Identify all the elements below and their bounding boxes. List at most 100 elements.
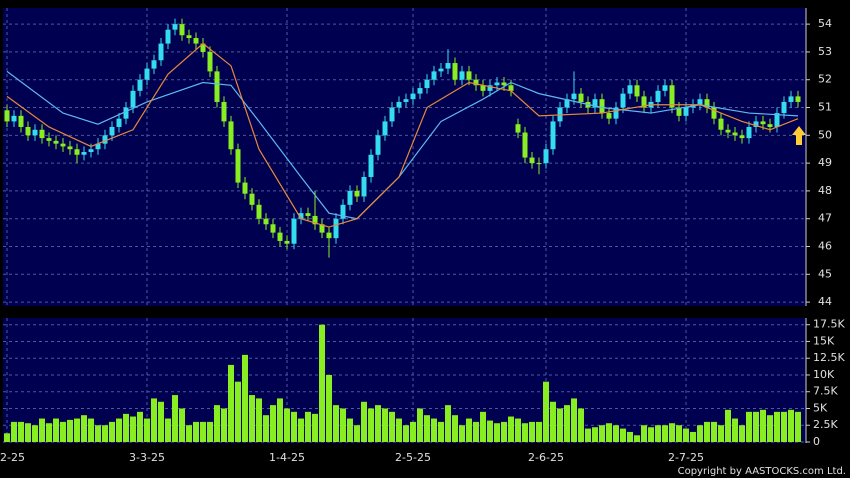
volume-bar bbox=[60, 421, 66, 442]
volume-bar bbox=[193, 421, 199, 442]
volume-bar bbox=[102, 425, 108, 442]
volume-bar bbox=[683, 428, 689, 442]
volume-bar bbox=[137, 411, 143, 442]
candle-body bbox=[564, 99, 570, 108]
candle-body bbox=[81, 151, 87, 155]
volume-bar bbox=[354, 425, 360, 442]
candle-body bbox=[18, 115, 24, 127]
volume-bar bbox=[788, 409, 794, 442]
volume-bar bbox=[305, 411, 311, 442]
volume-bar bbox=[326, 374, 332, 442]
candle-body bbox=[242, 182, 248, 194]
volume-bar bbox=[739, 425, 745, 442]
candle-body bbox=[774, 113, 780, 127]
volume-bar bbox=[53, 418, 59, 442]
volume-bar bbox=[270, 405, 276, 442]
candle-body bbox=[95, 143, 101, 150]
candle-body bbox=[53, 140, 59, 144]
candle-body bbox=[718, 118, 724, 130]
candle-body bbox=[74, 149, 80, 155]
volume-bar bbox=[725, 409, 731, 442]
candle-body bbox=[753, 121, 759, 127]
candle-body bbox=[480, 85, 486, 91]
volume-bar bbox=[207, 421, 213, 442]
candle-body bbox=[137, 79, 143, 91]
y2-tick-label: 10K bbox=[813, 368, 835, 381]
volume-bar bbox=[32, 425, 38, 442]
volume-bar bbox=[4, 433, 10, 442]
volume-bar bbox=[774, 411, 780, 442]
y-tick-label: 51 bbox=[818, 101, 832, 114]
volume-bar bbox=[536, 421, 542, 442]
candle-body bbox=[228, 121, 234, 150]
volume-bar bbox=[46, 423, 52, 442]
volume-bar bbox=[144, 418, 150, 442]
candle-body bbox=[375, 135, 381, 155]
candle-body bbox=[291, 218, 297, 244]
volume-bar bbox=[690, 431, 696, 442]
candle-body bbox=[284, 240, 290, 244]
volume-bar bbox=[732, 418, 738, 442]
x-tick-label: 1-4-25 bbox=[269, 451, 305, 464]
candle-body bbox=[424, 79, 430, 89]
volume-bar bbox=[620, 428, 626, 442]
candle-body bbox=[277, 232, 283, 241]
volume-bar bbox=[263, 415, 269, 442]
y-tick-label: 47 bbox=[818, 212, 832, 225]
volume-bar bbox=[200, 421, 206, 442]
volume-bar bbox=[606, 423, 612, 442]
volume-bar bbox=[459, 425, 465, 442]
volume-bar bbox=[67, 419, 73, 442]
candle-body bbox=[508, 85, 514, 91]
candle-body bbox=[767, 124, 773, 127]
candle-body bbox=[67, 146, 73, 150]
volume-bar bbox=[648, 427, 654, 442]
candle-body bbox=[123, 107, 129, 119]
volume-bar bbox=[256, 398, 262, 442]
candle-body bbox=[298, 213, 304, 219]
volume-bar bbox=[669, 423, 675, 442]
volume-panel bbox=[3, 318, 806, 443]
volume-bar bbox=[11, 421, 17, 442]
candle-body bbox=[704, 99, 710, 108]
volume-bar bbox=[452, 415, 458, 442]
volume-bar bbox=[319, 324, 325, 442]
candle-body bbox=[396, 101, 402, 108]
y-tick-label: 44 bbox=[818, 295, 832, 308]
candle-body bbox=[515, 124, 521, 133]
candle-body bbox=[193, 38, 199, 44]
volume-bar bbox=[571, 398, 577, 442]
candle-body bbox=[676, 107, 682, 116]
volume-bar bbox=[242, 354, 248, 442]
volume-bar bbox=[214, 405, 220, 442]
candle-body bbox=[494, 82, 500, 86]
candle-body bbox=[151, 60, 157, 69]
candle-body bbox=[746, 126, 752, 139]
candle-body bbox=[347, 190, 353, 205]
volume-bar bbox=[795, 411, 801, 442]
candle-body bbox=[214, 71, 220, 102]
y2-tick-label: 12.5K bbox=[813, 351, 845, 364]
candle-body bbox=[116, 118, 122, 127]
y2-tick-label: 0 bbox=[813, 435, 820, 448]
candle-body bbox=[4, 110, 10, 122]
volume-bar bbox=[235, 381, 241, 442]
volume-bar bbox=[333, 405, 339, 442]
volume-bar bbox=[697, 425, 703, 442]
candle-body bbox=[529, 157, 535, 164]
candle-body bbox=[613, 107, 619, 119]
candle-body bbox=[256, 204, 262, 219]
candle-body bbox=[669, 85, 675, 108]
x-tick-label: 3-3-25 bbox=[129, 451, 165, 464]
volume-bar bbox=[718, 425, 724, 442]
candle-body bbox=[501, 82, 507, 86]
candle-body bbox=[438, 68, 444, 72]
y-tick-label: 52 bbox=[818, 73, 832, 86]
volume-bar bbox=[473, 421, 479, 442]
y2-tick-label: 15K bbox=[813, 334, 835, 347]
candle-body bbox=[102, 135, 108, 144]
volume-bar bbox=[522, 423, 528, 442]
candle-body bbox=[46, 138, 52, 141]
volume-bar bbox=[312, 413, 318, 442]
volume-bar bbox=[347, 418, 353, 442]
